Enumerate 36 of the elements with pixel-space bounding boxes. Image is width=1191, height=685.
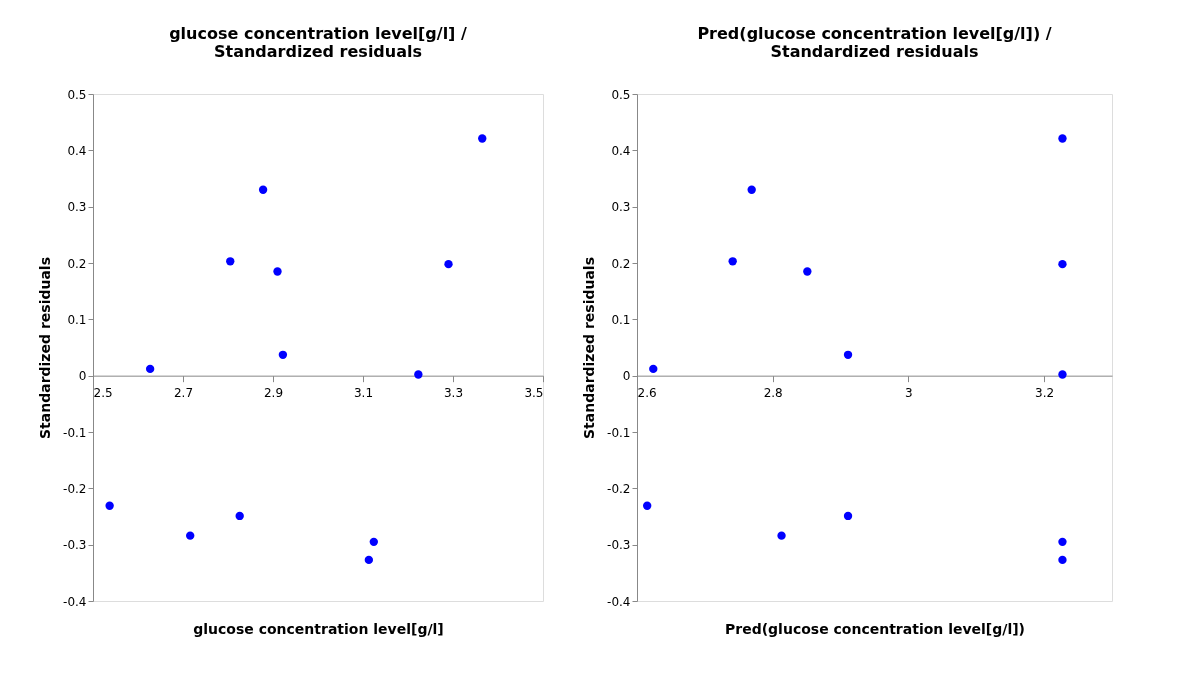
y-tick-label: 0.1 — [67, 312, 87, 327]
y-tick-label: 0 — [622, 369, 631, 384]
x-tick-label: 2.6 — [637, 386, 657, 401]
y-tick-label: 0.2 — [67, 256, 87, 271]
y-tick-label: 0.3 — [611, 200, 631, 215]
x-axis-title: Pred(glucose concentration level[g/l]) — [725, 620, 1025, 637]
y-tick-label: -0.3 — [607, 538, 631, 553]
y-tick-label: -0.2 — [63, 481, 87, 496]
y-tick-label: 0.5 — [67, 87, 87, 102]
x-tick-label: 3.1 — [353, 386, 374, 401]
y-tick-label: 0.4 — [67, 143, 87, 158]
x-tick-label: 3.2 — [1035, 386, 1055, 401]
y-tick-label: -0.1 — [607, 425, 631, 440]
x-axis-title: glucose concentration level[g/l] — [193, 620, 444, 637]
chart-title: glucose concentration level[g/l] / Standardized residuals — [169, 24, 467, 61]
y-tick-label: -0.4 — [607, 594, 631, 609]
y-tick-label: 0.3 — [67, 200, 87, 215]
y-tick-label: 0.4 — [611, 143, 631, 158]
x-tick-label: 2.8 — [763, 386, 783, 401]
x-tick-label: 3.5 — [524, 386, 544, 401]
chart-title: Pred(glucose concentration level[g/l]) / Standardized residuals — [697, 24, 1052, 61]
x-tick-label: 3 — [905, 386, 913, 401]
y-axis-title: Standardized residuals — [37, 256, 54, 440]
y-tick-label: 0.1 — [611, 312, 631, 327]
y-tick-label: 0.2 — [611, 256, 631, 271]
y-tick-label: -0.2 — [607, 481, 631, 496]
y-tick-label: -0.4 — [63, 594, 87, 609]
x-tick-label: 2.7 — [173, 386, 194, 401]
y-tick-label: 0.5 — [611, 87, 631, 102]
y-tick-label: 0 — [78, 369, 87, 384]
x-tick-label: 2.9 — [263, 386, 284, 401]
y-tick-label: -0.1 — [63, 425, 87, 440]
x-tick-label: 2.5 — [93, 386, 113, 401]
x-tick-label: 3.3 — [443, 386, 464, 401]
y-tick-label: -0.3 — [63, 538, 87, 553]
y-axis-title: Standardized residuals — [581, 256, 598, 440]
